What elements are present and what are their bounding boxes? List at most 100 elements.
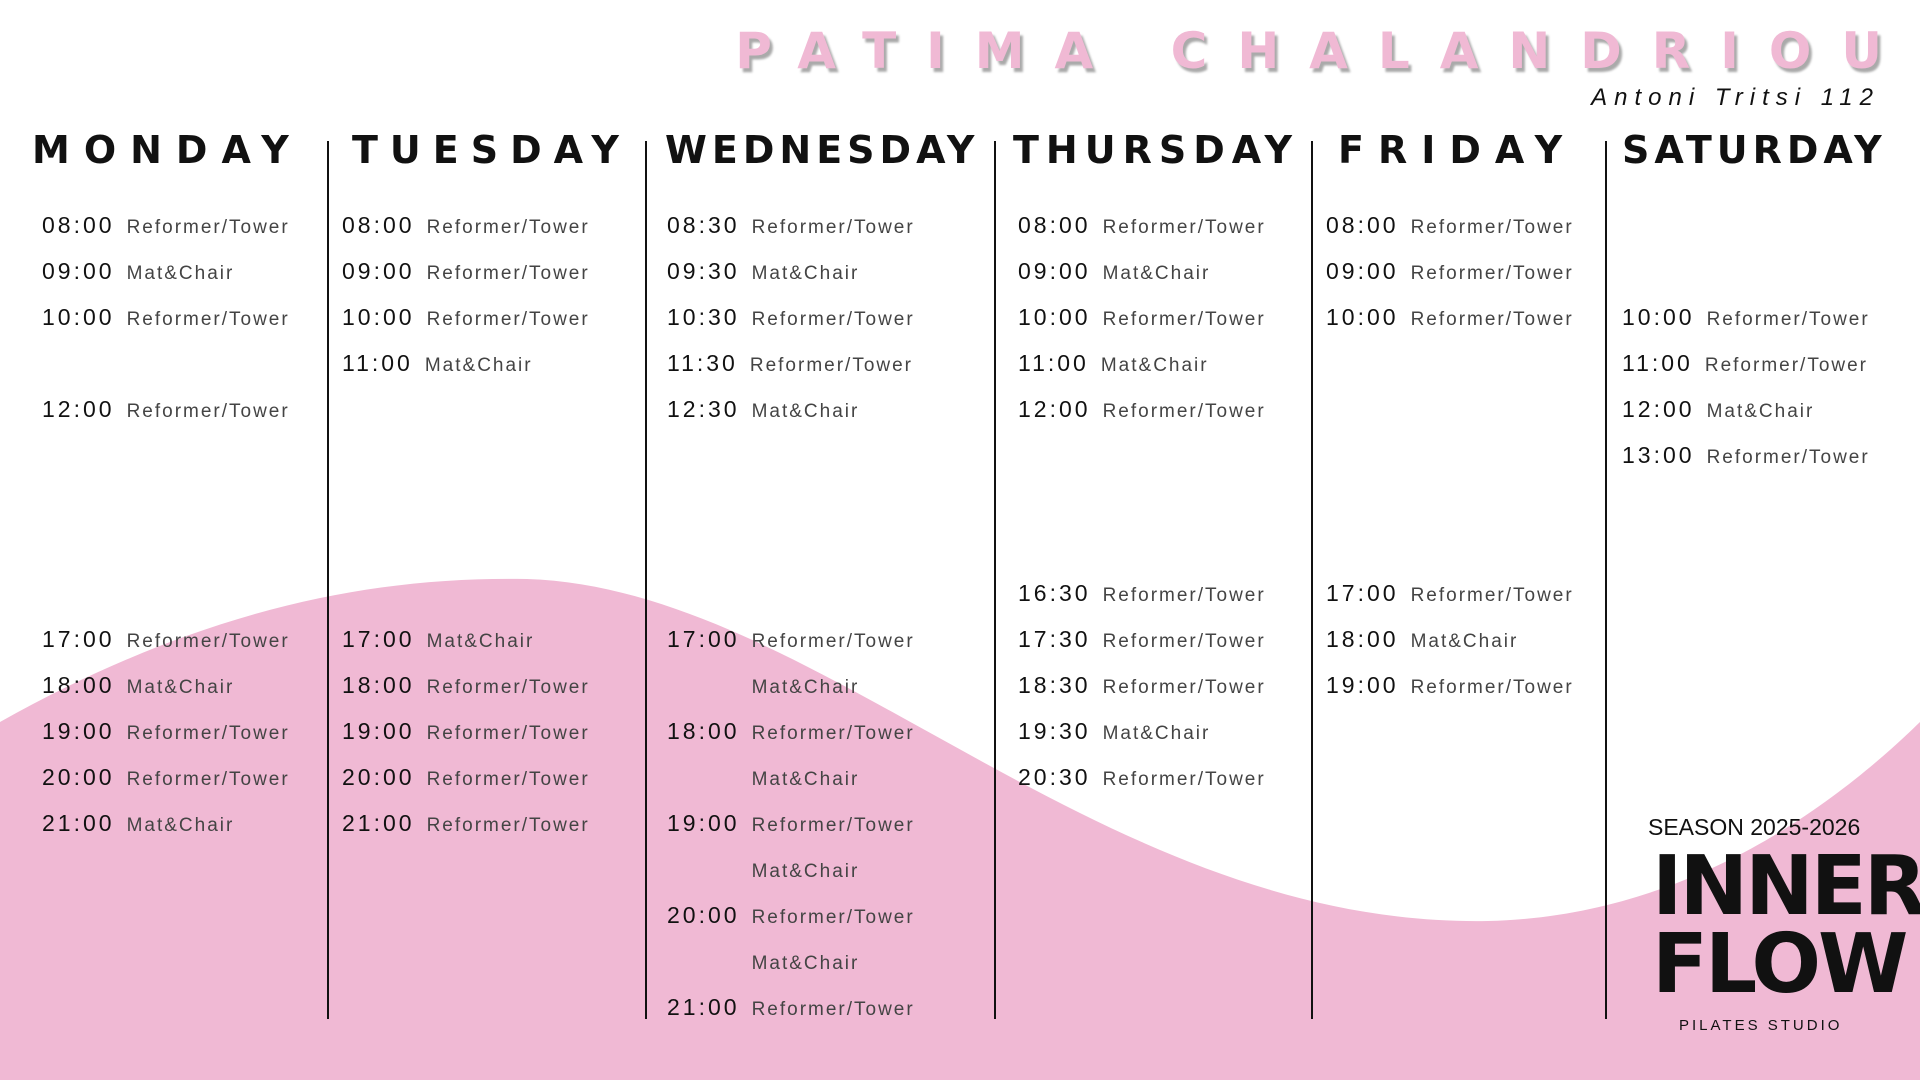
slot-time: 09:00 <box>1018 258 1091 284</box>
class-slot: 09:00 Reformer/Tower <box>342 248 590 294</box>
slot-time: 21:00 <box>342 810 415 836</box>
day-header-saturday: SATURDAY <box>1622 128 1887 172</box>
slot-class: Reformer/Tower <box>1704 355 1869 376</box>
class-slot: 13:00 Reformer/Tower <box>1622 432 1870 478</box>
slot-time: 19:30 <box>1018 718 1091 744</box>
class-slot: 21:00 Reformer/Tower <box>667 984 915 1030</box>
slot-class: Reformer/Tower <box>751 723 915 744</box>
class-slot: 20:30 Reformer/Tower <box>1018 754 1266 800</box>
slot-time: 18:00 <box>42 672 115 698</box>
class-slot: 19:00 Reformer/Tower <box>667 800 915 846</box>
slot-time: 10:00 <box>1326 304 1399 330</box>
empty-slot <box>42 478 290 524</box>
slot-class: Reformer/Tower <box>426 217 590 238</box>
slot-time: 08:00 <box>1018 212 1091 238</box>
slot-time: 18:00 <box>342 672 415 698</box>
slot-time: 10:00 <box>42 304 115 330</box>
slot-class: Reformer/Tower <box>751 309 915 330</box>
slot-time: 12:00 <box>1622 396 1695 422</box>
class-slot: 08:00 Reformer/Tower <box>1326 202 1574 248</box>
slot-class: Mat&Chair <box>751 861 860 882</box>
class-slot: 18:00 Reformer/Tower <box>667 708 915 754</box>
class-slot: 08:00 Reformer/Tower <box>42 202 290 248</box>
slot-class: Reformer/Tower <box>751 631 915 652</box>
class-slot: 19:30 Mat&Chair <box>1018 708 1266 754</box>
column-divider <box>1605 141 1607 1019</box>
empty-slot <box>342 570 590 616</box>
class-slot: 21:00 Reformer/Tower <box>342 800 590 846</box>
day-column: 08:00 Reformer/Tower 09:00 Reformer/Tower 10… <box>342 202 590 846</box>
class-slot: 12:30 Mat&Chair <box>667 386 915 432</box>
empty-slot <box>1018 432 1266 478</box>
class-slot: 18:00 Mat&Chair <box>1326 616 1574 662</box>
class-slot: 17:30 Reformer/Tower <box>1018 616 1266 662</box>
slot-time: 11:00 <box>342 350 413 376</box>
season-label: SEASON 2025-2026 <box>1648 814 1861 840</box>
slot-class: Reformer/Tower <box>1102 217 1266 238</box>
class-slot: 17:00 Mat&Chair <box>342 616 590 662</box>
slot-class: Reformer/Tower <box>1102 677 1266 698</box>
slot-time: 17:30 <box>1018 626 1091 652</box>
slot-time: 17:00 <box>342 626 415 652</box>
class-slot: 09:00 Reformer/Tower <box>1326 248 1574 294</box>
empty-slot <box>1326 524 1574 570</box>
day-header-wednesday: WEDNESDAY <box>665 128 980 172</box>
class-slot: 10:00 Reformer/Tower <box>1622 294 1870 340</box>
empty-slot <box>1326 432 1574 478</box>
empty-slot <box>1018 524 1266 570</box>
slot-time: 20:30 <box>1018 764 1091 790</box>
empty-slot <box>42 432 290 478</box>
column-divider <box>994 141 996 1019</box>
class-slot: 10:00 Reformer/Tower <box>342 294 590 340</box>
slot-class: Reformer/Tower <box>426 815 590 836</box>
empty-slot <box>1326 386 1574 432</box>
class-slot: 16:30 Reformer/Tower <box>1018 570 1266 616</box>
slot-class: Mat&Chair <box>126 263 235 284</box>
empty-slot <box>342 432 590 478</box>
slot-class: Reformer/Tower <box>1410 309 1574 330</box>
class-slot: 11:00 Reformer/Tower <box>1622 340 1870 386</box>
empty-slot <box>42 524 290 570</box>
class-slot: 20:00 Reformer/Tower <box>667 892 915 938</box>
class-slot: 18:30 Reformer/Tower <box>1018 662 1266 708</box>
class-slot: 10:00 Reformer/Tower <box>1326 294 1574 340</box>
slot-time: 12:00 <box>1018 396 1091 422</box>
slot-time: 08:00 <box>42 212 115 238</box>
slot-time: 19:00 <box>42 718 115 744</box>
slot-class: Reformer/Tower <box>1410 677 1574 698</box>
day-column: 08:00 Reformer/Tower 09:00 Mat&Chair 10:00 Re… <box>42 202 290 846</box>
slot-time: 08:00 <box>342 212 415 238</box>
slot-time: 11:00 <box>1622 350 1693 376</box>
day-header-monday: MONDAY <box>32 128 303 172</box>
instructor-name: PATIMA CHALANDRIOU <box>735 22 1912 80</box>
class-slot: 17:00 Reformer/Tower <box>42 616 290 662</box>
class-slot: 18:00 Mat&Chair <box>42 662 290 708</box>
slot-class: Mat&Chair <box>126 677 235 698</box>
slot-class: Mat&Chair <box>426 631 535 652</box>
class-slot: 12:00 Reformer/Tower <box>42 386 290 432</box>
slot-class: Reformer/Tower <box>751 217 915 238</box>
column-divider <box>645 141 647 1019</box>
day-column: 08:30 Reformer/Tower 09:30 Mat&Chair 10:30 Re… <box>667 202 915 1030</box>
logo-line-1: INNER <box>1652 839 1920 934</box>
slot-class: Mat&Chair <box>751 677 860 698</box>
day-header-tuesday: TUESDAY <box>352 128 631 172</box>
slot-time: 20:00 <box>42 764 115 790</box>
slot-class: Reformer/Tower <box>1706 447 1870 468</box>
slot-class: Reformer/Tower <box>426 309 590 330</box>
slot-class: Reformer/Tower <box>126 217 290 238</box>
slot-time: 17:00 <box>1326 580 1399 606</box>
day-header-friday: FRIDAY <box>1338 128 1577 172</box>
slot-time: 10:00 <box>1622 304 1695 330</box>
slot-class: Mat&Chair <box>1102 723 1211 744</box>
empty-slot <box>42 570 290 616</box>
class-slot: 19:00 Reformer/Tower <box>1326 662 1574 708</box>
slot-time: 10:30 <box>667 304 740 330</box>
slot-class: Reformer/Tower <box>1102 585 1266 606</box>
slot-class: Mat&Chair <box>751 769 860 790</box>
slot-class: Reformer/Tower <box>1102 631 1266 652</box>
class-slot: 20:00 Reformer/Tower <box>42 754 290 800</box>
slot-time: 19:00 <box>667 810 740 836</box>
